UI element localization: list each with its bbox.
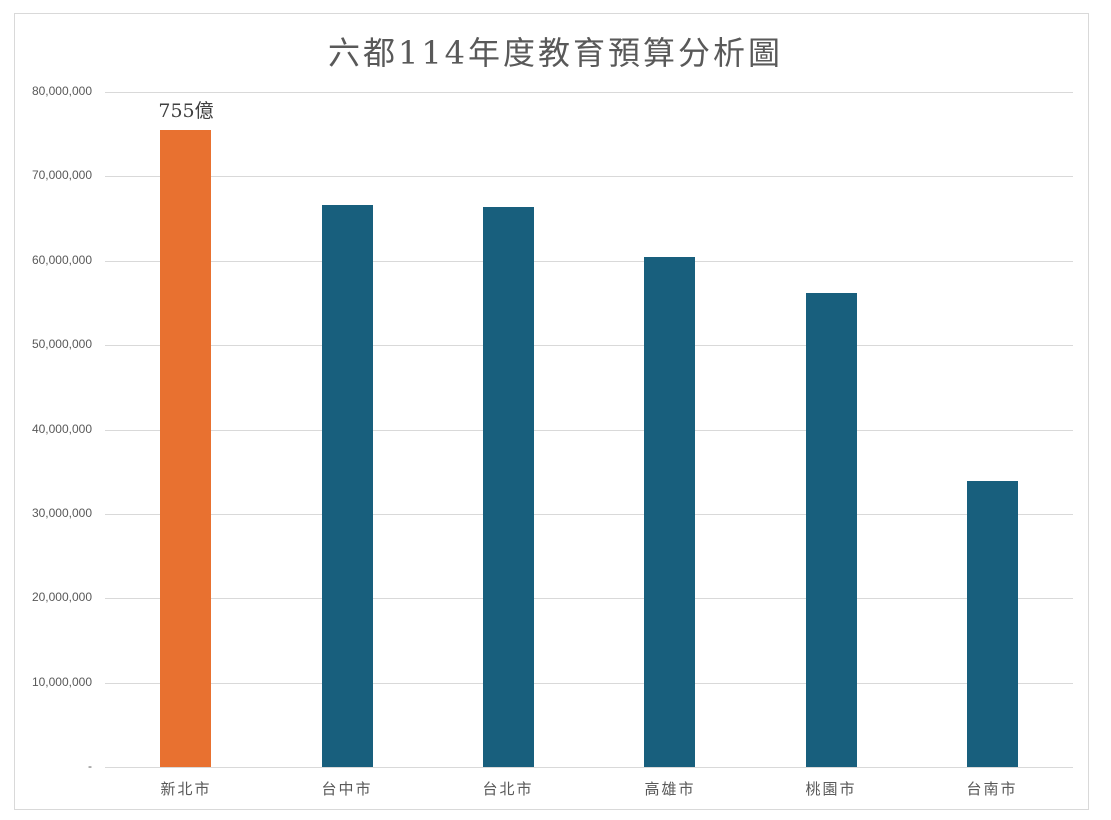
bar-1[interactable] bbox=[322, 205, 373, 767]
gridline bbox=[105, 430, 1073, 431]
x-tick-label: 新北市 bbox=[160, 780, 212, 798]
x-tick-label: 台南市 bbox=[966, 780, 1018, 798]
y-tick-label: 40,000,000 bbox=[31, 422, 92, 436]
gridline bbox=[105, 767, 1073, 768]
x-tick-label: 高雄市 bbox=[644, 780, 696, 798]
bar-2[interactable] bbox=[483, 207, 534, 767]
bar-4[interactable] bbox=[806, 293, 857, 767]
y-tick-label: 50,000,000 bbox=[31, 337, 92, 351]
x-tick-label: 台中市 bbox=[321, 780, 373, 798]
y-tick-label: 80,000,000 bbox=[31, 84, 92, 98]
y-tick-label: 10,000,000 bbox=[31, 675, 92, 689]
y-tick-label: - bbox=[88, 759, 92, 773]
gridline bbox=[105, 92, 1073, 93]
gridline bbox=[105, 598, 1073, 599]
y-tick-label: 30,000,000 bbox=[31, 506, 92, 520]
gridline bbox=[105, 514, 1073, 515]
data-label-xinbei: 755億 bbox=[158, 100, 214, 122]
bar-0[interactable] bbox=[160, 130, 211, 767]
bar-5[interactable] bbox=[967, 481, 1018, 767]
y-tick-label: 20,000,000 bbox=[31, 590, 92, 604]
x-tick-label: 桃園市 bbox=[805, 780, 857, 798]
y-tick-label: 70,000,000 bbox=[31, 168, 92, 182]
chart-title: 六都114年度教育預算分析圖 bbox=[327, 34, 784, 72]
gridline bbox=[105, 261, 1073, 262]
gridline bbox=[105, 683, 1073, 684]
x-tick-label: 台北市 bbox=[482, 780, 534, 798]
gridline bbox=[105, 176, 1073, 177]
gridline bbox=[105, 345, 1073, 346]
y-tick-label: 60,000,000 bbox=[31, 253, 92, 267]
bar-3[interactable] bbox=[644, 257, 695, 767]
